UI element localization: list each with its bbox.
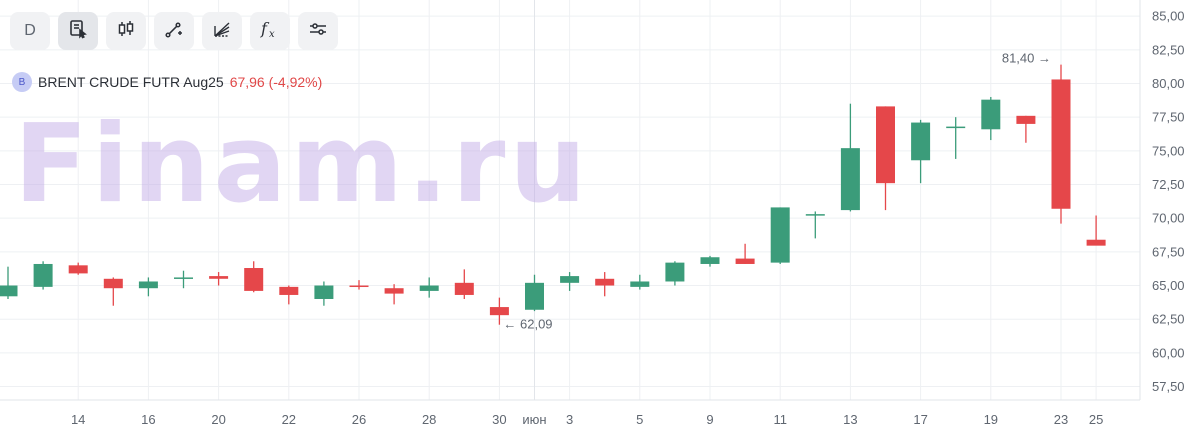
fx-icon: f x	[259, 19, 281, 44]
date-tick-label: 14	[71, 412, 85, 427]
candle-body-up	[805, 214, 825, 216]
price-tick-label: 75,00	[1152, 143, 1185, 158]
price-tick-label: 65,00	[1152, 278, 1185, 293]
candle-body-down	[384, 288, 404, 294]
date-tick-label: 13	[843, 412, 857, 427]
candle-body-down	[876, 106, 895, 184]
cursor-document-icon	[68, 19, 88, 44]
max-price-label: 81,40 →	[1002, 51, 1051, 66]
settings-button[interactable]	[298, 12, 338, 50]
min-price-label: ← 62,09	[503, 317, 552, 332]
date-tick-label: 26	[352, 412, 366, 427]
fan-icon	[212, 19, 232, 44]
price-tick-label: 57,50	[1152, 379, 1185, 394]
date-tick-label: 20	[211, 412, 225, 427]
candle-body-down	[209, 276, 229, 279]
candle-body-up	[770, 207, 790, 263]
date-tick-label: 9	[706, 412, 713, 427]
candle-body-down	[735, 258, 755, 264]
candle-body-down	[349, 285, 369, 288]
price-tick-label: 82,50	[1152, 42, 1185, 57]
date-tick-label: 17	[913, 412, 927, 427]
date-tick-label: 16	[141, 412, 155, 427]
chart-toolbar: D	[10, 12, 338, 50]
chart-type-button[interactable]	[106, 12, 146, 50]
indicators-button[interactable]: f x	[250, 12, 290, 50]
drawing-tool-button[interactable]	[154, 12, 194, 50]
interval-label: D	[24, 22, 36, 39]
date-tick-label: 3	[566, 412, 573, 427]
candles-icon	[116, 19, 136, 44]
svg-text:x: x	[269, 29, 275, 39]
candle-body-down	[244, 268, 264, 291]
order-tool-button[interactable]	[58, 12, 98, 50]
candle-body-up	[174, 277, 193, 279]
date-tick-label: 11	[773, 412, 787, 427]
candle-body-up	[840, 148, 860, 211]
candle-body-up	[560, 276, 580, 283]
price-tick-label: 80,00	[1152, 76, 1185, 91]
candle-body-down	[279, 286, 299, 295]
line-plus-icon	[164, 19, 184, 44]
candle-body-up	[33, 263, 53, 287]
candle-body-up	[665, 262, 685, 282]
candle-body-up	[700, 257, 720, 264]
price-tick-label: 62,50	[1152, 312, 1185, 327]
candle-body-down	[103, 278, 123, 289]
candle-body-down	[454, 282, 474, 295]
instrument-price-change: 67,96 (-4,92%)	[229, 74, 323, 90]
candle-body-up	[525, 282, 544, 310]
candle-body-up	[946, 126, 966, 129]
price-tick-label: 60,00	[1152, 345, 1185, 360]
date-tick-label: 22	[282, 412, 296, 427]
candle-body-up	[138, 281, 158, 289]
price-tick-label: 72,50	[1152, 177, 1185, 192]
candle-body-down	[1051, 79, 1071, 209]
interval-button[interactable]: D	[10, 12, 50, 50]
candle-body-down	[595, 278, 615, 286]
instrument-name: BRENT CRUDE FUTR Aug25	[38, 74, 224, 90]
candle-body-down	[489, 307, 509, 316]
sliders-icon	[308, 19, 328, 44]
candle-body-up	[314, 285, 334, 299]
candle-body-up	[911, 122, 931, 161]
date-tick-label: 19	[984, 412, 998, 427]
candle-body-up	[630, 281, 650, 287]
candle-body-down	[68, 265, 88, 274]
date-tick-label: 25	[1089, 412, 1103, 427]
price-tick-label: 67,50	[1152, 244, 1185, 259]
fib-tool-button[interactable]	[202, 12, 242, 50]
date-tick-label: 30	[492, 412, 506, 427]
price-tick-label: 77,50	[1152, 110, 1185, 125]
date-tick-label: 5	[636, 412, 643, 427]
svg-text:f: f	[260, 19, 270, 38]
instrument-badge: B	[12, 72, 32, 92]
candle-body-up	[0, 285, 18, 297]
candle-body-down	[1016, 115, 1036, 124]
date-tick-label: июн	[522, 412, 546, 427]
candle-body-up	[981, 99, 1001, 130]
candle-body-up	[419, 285, 439, 291]
instrument-legend: B BRENT CRUDE FUTR Aug25 67,96 (-4,92%)	[12, 72, 322, 92]
date-tick-label: 28	[422, 412, 436, 427]
price-tick-label: 85,00	[1152, 9, 1185, 24]
date-tick-label: 23	[1054, 412, 1068, 427]
price-tick-label: 70,00	[1152, 211, 1185, 226]
candle-body-down	[1086, 239, 1106, 246]
